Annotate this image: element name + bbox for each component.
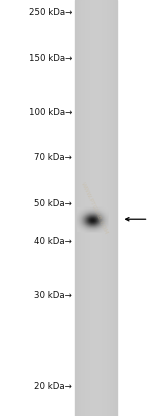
Bar [78, 0, 79, 416]
Bar [112, 0, 113, 416]
Bar [113, 0, 114, 416]
Bar [88, 0, 89, 416]
Text: 50 kDa→: 50 kDa→ [34, 199, 72, 208]
Bar [107, 0, 108, 416]
Bar [99, 0, 100, 416]
Bar [91, 0, 92, 416]
Bar [95, 0, 96, 416]
Bar [80, 0, 81, 416]
Bar [103, 0, 104, 416]
Bar [98, 0, 99, 416]
Bar [104, 0, 105, 416]
Bar [116, 0, 117, 416]
Text: WWW.PTGLAB.COM: WWW.PTGLAB.COM [80, 181, 109, 235]
Bar [87, 0, 88, 416]
Bar [77, 0, 78, 416]
Bar [105, 0, 106, 416]
Bar [96, 0, 97, 416]
Bar [97, 0, 98, 416]
Bar [108, 0, 109, 416]
Bar [100, 0, 101, 416]
Bar [102, 0, 103, 416]
Bar [83, 0, 84, 416]
Bar [101, 0, 102, 416]
Bar [76, 0, 77, 416]
Text: 70 kDa→: 70 kDa→ [34, 153, 72, 162]
Bar [110, 0, 111, 416]
Bar [92, 0, 93, 416]
Bar [81, 0, 82, 416]
Bar [84, 0, 85, 416]
Bar [115, 0, 116, 416]
Bar [82, 0, 83, 416]
Bar [109, 0, 110, 416]
Text: 30 kDa→: 30 kDa→ [34, 291, 72, 300]
Bar [93, 0, 94, 416]
Bar [85, 0, 86, 416]
Bar [90, 0, 91, 416]
Text: 100 kDa→: 100 kDa→ [29, 108, 72, 117]
Text: 20 kDa→: 20 kDa→ [34, 382, 72, 391]
Text: 250 kDa→: 250 kDa→ [29, 8, 72, 17]
Bar [75, 0, 76, 416]
Bar [114, 0, 115, 416]
Bar [94, 0, 95, 416]
Bar [89, 0, 90, 416]
Bar [86, 0, 87, 416]
Bar [79, 0, 80, 416]
Bar [111, 0, 112, 416]
Text: 150 kDa→: 150 kDa→ [29, 54, 72, 63]
Bar [106, 0, 107, 416]
Text: 40 kDa→: 40 kDa→ [34, 237, 72, 246]
